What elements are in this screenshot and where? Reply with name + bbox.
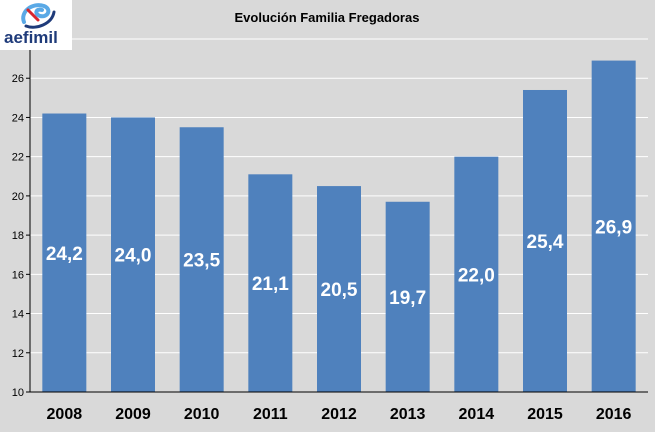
x-tick-label: 2008 [47,406,83,423]
x-tick-label: 2014 [459,406,495,423]
bar-2011 [248,174,293,392]
bar-2013 [385,201,430,392]
bar-data-label: 25,4 [527,232,564,253]
bar-2014 [454,156,499,392]
y-tick-label: 10 [12,387,24,399]
x-tick-label: 2013 [390,406,426,423]
bar-2012 [317,186,361,392]
x-tick-label: 2015 [527,406,563,423]
x-tick-label: 2011 [253,406,288,423]
bar-2008 [42,113,87,393]
bar-data-label: 23,5 [183,251,220,272]
y-tick-label: 18 [12,230,24,242]
bar-2010 [179,127,224,392]
logo-text: aefimil [4,28,58,47]
y-tick-label: 22 [12,152,24,164]
x-tick-label: 2012 [321,406,357,423]
y-tick-label: 26 [12,73,24,85]
bar-data-label: 20,5 [321,280,358,301]
aefimil-logo: aefimil [0,0,72,50]
bar-2015 [523,89,567,392]
y-tick-label: 24 [12,112,24,124]
bar-data-label: 26,9 [595,217,632,238]
logo-swirl-icon [21,3,56,29]
x-tick-label: 2016 [596,406,632,423]
y-tick-label: 20 [12,191,24,203]
x-tick-label: 2010 [184,406,220,423]
bar-data-label: 24,2 [46,244,83,265]
bar-2016 [591,60,636,392]
bar-data-label: 24,0 [115,246,152,267]
chart-title: Evolución Familia Fregadoras [235,10,420,25]
axes: 10 12 14 16 18 20 22 24 26 2008 2009 2010 2011 2012 20… [12,39,648,423]
y-tick-label: 14 [12,309,24,321]
bars: 24,2 24,0 23,5 21,1 20,5 19,7 22,0 25,4 26,9 [42,60,636,393]
y-tick-label: 12 [12,348,24,360]
bar-data-label: 22,0 [458,265,495,286]
bar-data-label: 19,7 [389,288,426,309]
bar-2009 [111,117,155,392]
x-tick-label: 2009 [115,406,151,423]
bar-data-label: 21,1 [252,274,289,295]
y-tick-label: 16 [12,269,24,281]
